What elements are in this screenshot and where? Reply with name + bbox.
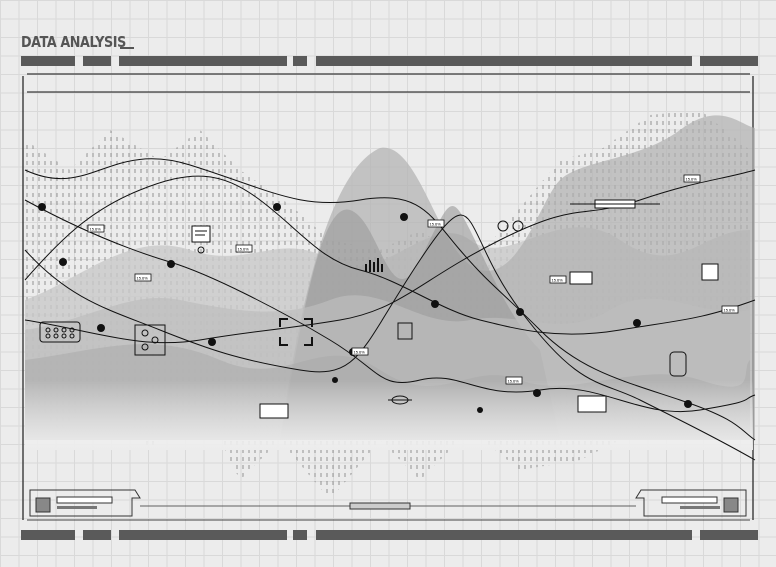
svg-text:15.6%: 15.6% [508,379,520,384]
top-bar-segment [316,56,692,66]
trend-lines [24,158,756,461]
bottom-bar-segment [119,530,287,540]
hud-center-connector [349,502,411,510]
svg-text:15.6%: 15.6% [90,227,102,232]
bottom-bar-segment [83,530,111,540]
svg-text:15.6%: 15.6% [686,177,698,182]
decor-widgets [39,199,719,419]
cable-connector-icon [570,199,660,209]
value-label: 15.6% [427,219,445,228]
circuit-module-icon [39,321,81,343]
hud-left-panel [29,489,141,517]
value-label: 15.6% [505,376,523,385]
top-bar-segment [83,56,111,66]
svg-text:15.6%: 15.6% [552,278,564,283]
svg-text:15.6%: 15.6% [354,350,366,355]
bottom-bar-segment [316,530,692,540]
value-labels: 15.6% 15.6% 15.6% 15.6% 15.6% 15.6% 15.6… [87,174,739,385]
data-nodes [38,203,692,413]
document-panel-icon [191,225,211,254]
svg-text:15.6%: 15.6% [238,247,250,252]
bar-chart-icon [365,258,383,272]
panel-icon [259,403,289,419]
value-label: 15.6% [549,275,567,284]
value-label: 15.6% [134,273,152,282]
top-bar-segment [21,56,75,66]
monitor-icon [577,395,607,413]
value-label: 15.6% [721,305,739,314]
svg-text:15.6%: 15.6% [137,276,149,281]
value-label: 15.6% [235,244,253,253]
bottom-bar-segment [21,530,75,540]
bottom-hud [29,489,747,517]
top-bar-segment [119,56,287,66]
top-bar-segment [700,56,758,66]
svg-text:15.6%: 15.6% [430,222,442,227]
battery-icon [569,271,593,285]
hud-right-panel [635,489,747,517]
server-icon [397,322,413,340]
chip-icon [701,263,719,281]
gear-cluster-icon [134,324,166,356]
bottom-bar-segment [700,530,758,540]
drone-icon [388,395,412,405]
bottom-bar-segment [293,530,307,540]
gauge-icons [497,220,524,232]
svg-text:15.6%: 15.6% [724,308,736,313]
page-title: DATA ANALYSIS [21,33,126,51]
focus-bracket-icon [279,318,313,346]
value-label: 15.6% [87,224,105,233]
area-layers [25,115,755,450]
top-bar-segment [293,56,307,66]
value-label: 15.6% [683,174,701,183]
value-label: 15.6% [351,347,369,356]
coil-icon [669,351,687,377]
title-underscore [120,47,134,49]
